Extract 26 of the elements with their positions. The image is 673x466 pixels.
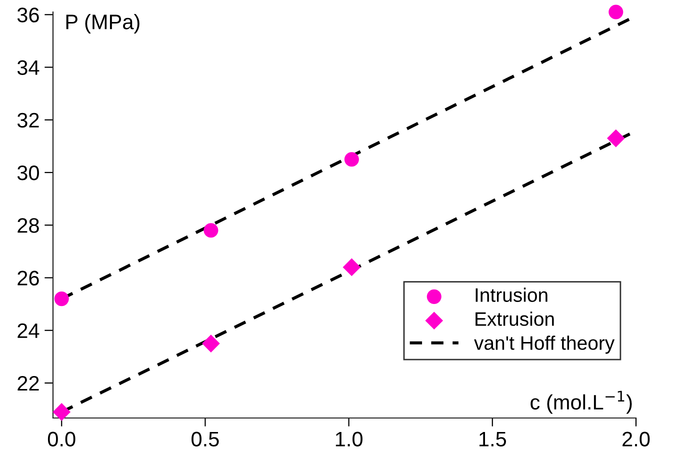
y-axis-title: P (MPa) — [66, 14, 140, 34]
point — [52, 403, 71, 421]
y-tick-label: 36 — [17, 8, 39, 22]
legend-label: Intrusion — [476, 288, 548, 302]
x-axis-title: c (mol.L$^{−1}$) — [530, 390, 632, 414]
x-tick-label: 2.0 — [622, 432, 650, 446]
y-tick-label: 30 — [17, 166, 39, 180]
y-tick-label: 26 — [18, 270, 39, 286]
point — [342, 258, 361, 276]
y-tick-label: 24 — [18, 323, 40, 338]
point — [606, 129, 625, 148]
y-tick-label: 32 — [17, 112, 39, 128]
point — [202, 334, 220, 352]
point — [608, 4, 624, 20]
x-tick-label: 0.0 — [48, 432, 76, 446]
x-tick-label: 0.5 — [192, 432, 219, 446]
legend-label: Extrusion — [476, 312, 554, 326]
x-tick-label: 1.5 — [480, 432, 506, 446]
y-tick-label: 34 — [17, 60, 40, 76]
y-tick-label: 22 — [18, 376, 39, 391]
legend-label: van't Hoff theory — [474, 336, 615, 354]
point — [344, 152, 359, 167]
x-tick-label: 1.0 — [336, 432, 362, 446]
point — [204, 223, 218, 238]
point — [54, 292, 69, 306]
y-tick-label: 28 — [18, 218, 39, 233]
